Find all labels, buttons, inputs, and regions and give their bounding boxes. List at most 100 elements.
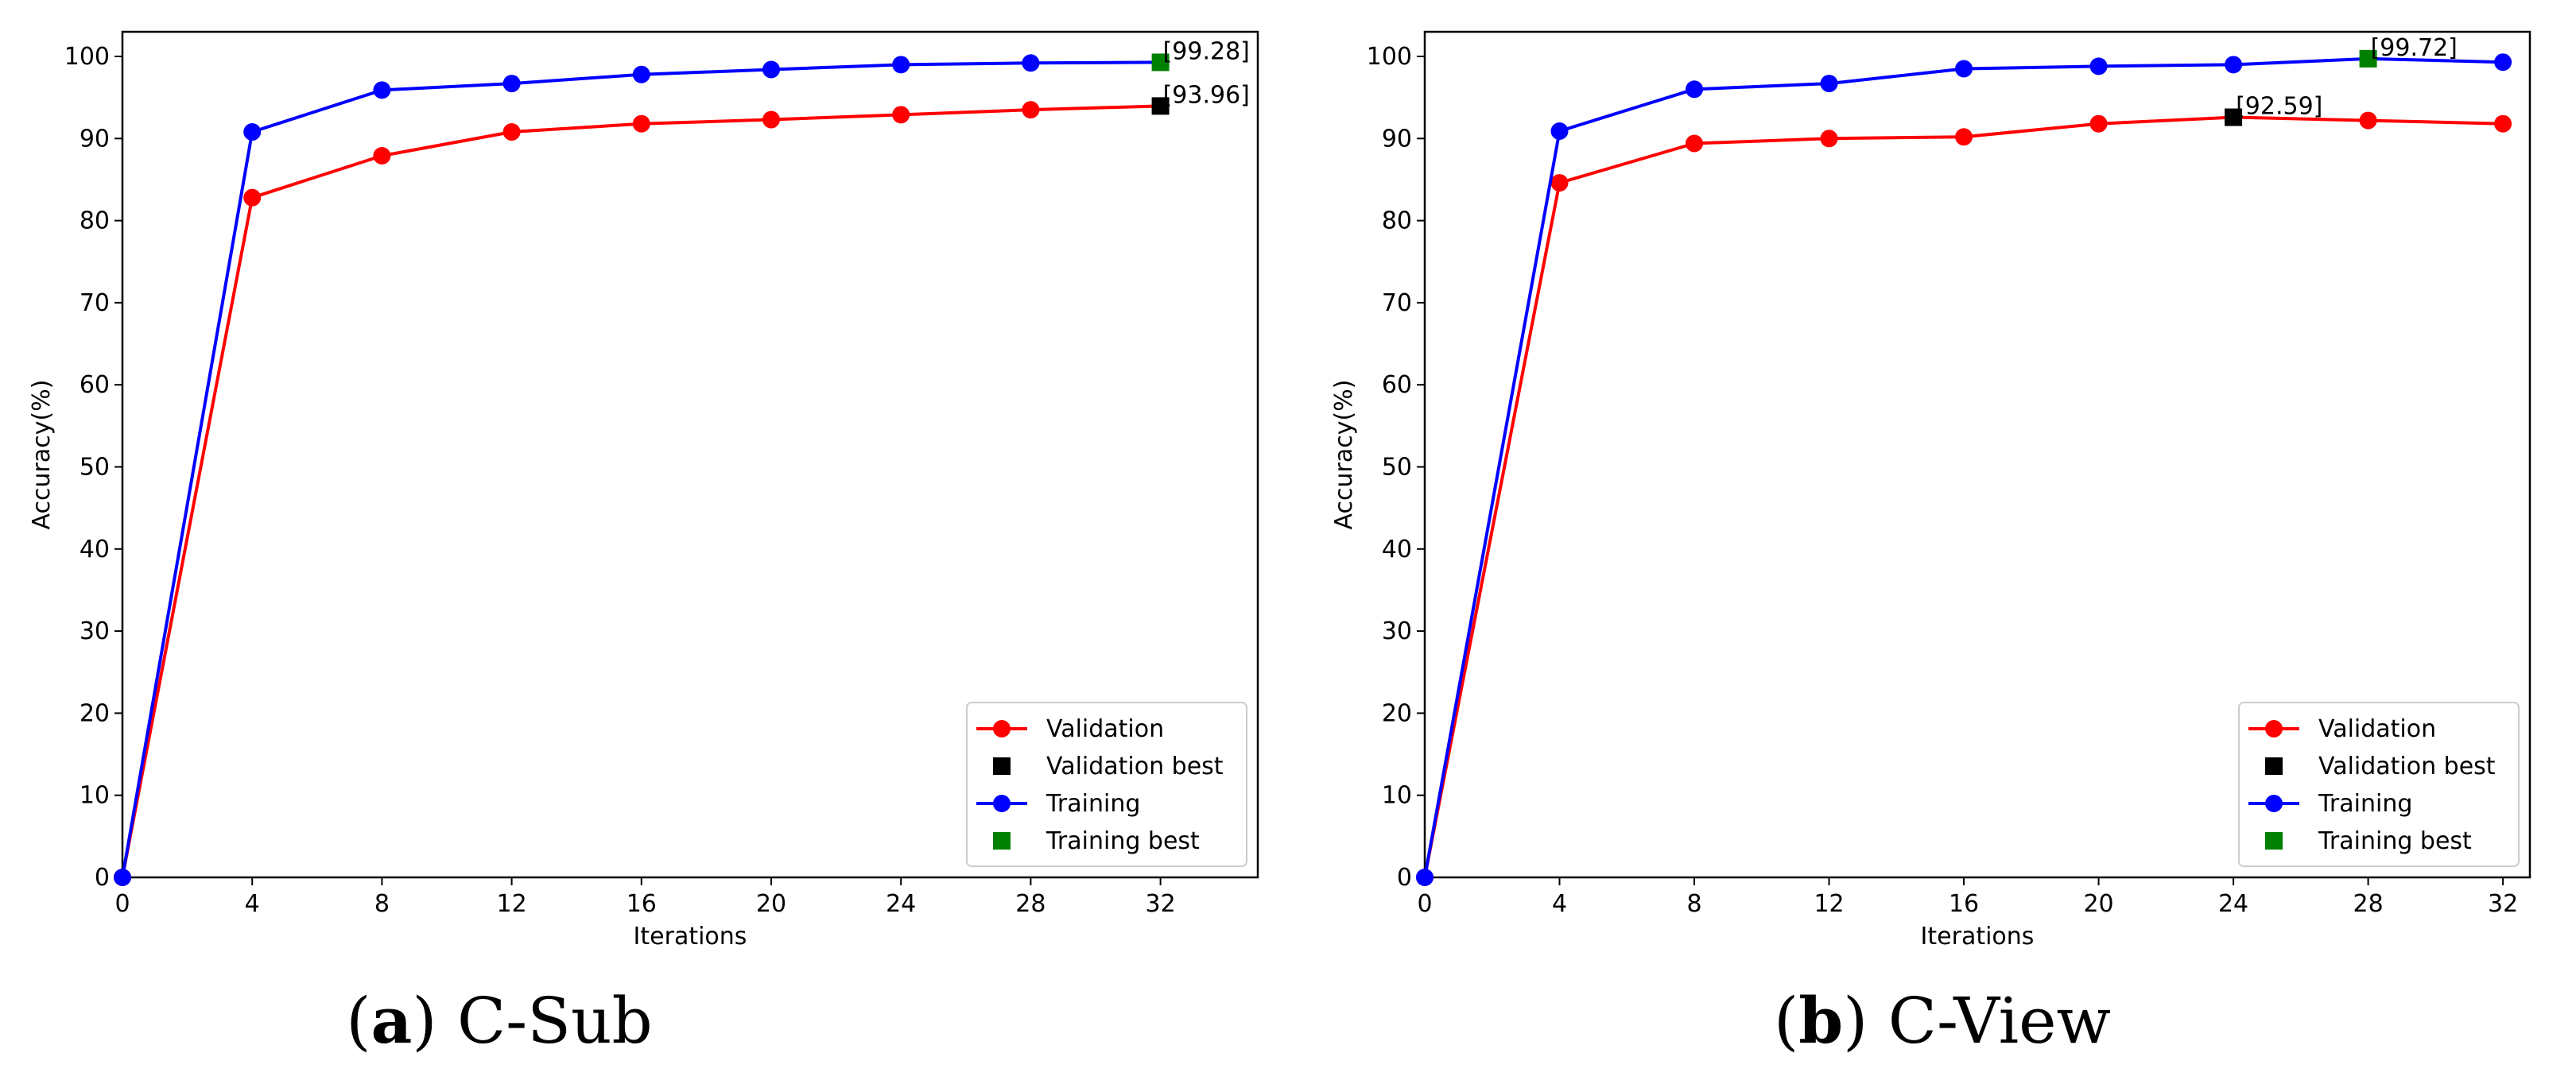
data-point bbox=[1820, 130, 1838, 148]
x-tick-label: 28 bbox=[2353, 890, 2383, 918]
y-tick-label: 50 bbox=[80, 453, 110, 481]
plot-frame bbox=[1423, 30, 2531, 879]
x-tick-label: 8 bbox=[1686, 890, 1701, 918]
data-point bbox=[1022, 54, 1040, 72]
best-point-marker bbox=[2225, 108, 2243, 126]
data-point bbox=[1022, 101, 1040, 119]
data-point bbox=[1955, 128, 1973, 146]
legend-swatch-square bbox=[993, 757, 1011, 775]
y-tick-label: 70 bbox=[80, 289, 110, 317]
caption-b-letter: b bbox=[1798, 983, 1843, 1058]
x-tick-label: 4 bbox=[245, 890, 260, 918]
data-point bbox=[1416, 869, 1433, 886]
y-tick-label: 30 bbox=[1382, 617, 1412, 645]
legend: Validation Validation best Training Trainin… bbox=[966, 702, 1247, 867]
best-point-label: [99.28] bbox=[1163, 37, 1250, 65]
panel-a: 0 10 20 30 40 50 60 70 80 90 100 0 4 8 12 16 20 24 28 32 Ite… bbox=[28, 30, 1259, 950]
caption-b: (b) C-View bbox=[1774, 983, 2111, 1058]
data-point bbox=[2494, 53, 2512, 72]
x-tick-label: 32 bbox=[1146, 890, 1176, 918]
x-tick-label: 12 bbox=[1814, 890, 1844, 918]
caption-a-letter: a bbox=[370, 983, 412, 1058]
x-tick-label: 4 bbox=[1552, 890, 1567, 918]
legend-swatch-dot bbox=[2265, 720, 2283, 738]
x-tick-label: 16 bbox=[627, 890, 657, 918]
data-point bbox=[502, 123, 521, 141]
data-point bbox=[1955, 60, 1973, 78]
legend-label: Validation best bbox=[2318, 753, 2496, 780]
data-point bbox=[243, 123, 262, 141]
x-tick-label: 0 bbox=[1417, 890, 1432, 918]
legend-label: Validation best bbox=[1046, 753, 1224, 780]
y-tick-label: 100 bbox=[1367, 43, 1412, 71]
y-tick-label: 20 bbox=[80, 699, 110, 727]
data-point bbox=[892, 106, 910, 124]
best-point-marker bbox=[1151, 97, 1170, 115]
x-tick-label: 32 bbox=[2488, 890, 2518, 918]
caption-a: (a) C-Sub bbox=[346, 983, 652, 1058]
x-tick-label: 20 bbox=[756, 890, 786, 918]
x-tick-label: 16 bbox=[1949, 890, 1979, 918]
y-tick-label: 90 bbox=[80, 125, 110, 153]
series-training bbox=[114, 53, 1170, 886]
legend-label: Validation bbox=[2318, 715, 2436, 743]
x-axis-label: Iterations bbox=[1921, 923, 2035, 950]
x-tick-label: 24 bbox=[2218, 890, 2248, 918]
y-tick-label: 60 bbox=[80, 371, 110, 399]
data-point bbox=[1820, 75, 1838, 93]
y-tick-label: 0 bbox=[1397, 864, 1412, 892]
y-axis-label: Accuracy(%) bbox=[1330, 380, 1358, 530]
y-tick-label: 80 bbox=[80, 207, 110, 235]
y-tick-label: 10 bbox=[80, 782, 110, 810]
data-point bbox=[2225, 56, 2243, 74]
caption-a-text: C-Sub bbox=[457, 984, 653, 1058]
legend-label: Training best bbox=[2318, 827, 2472, 855]
data-point bbox=[1550, 174, 1569, 192]
caption-b-text: C-View bbox=[1888, 984, 2111, 1058]
y-tick-label: 60 bbox=[1382, 371, 1412, 399]
legend-label: Training bbox=[1046, 790, 1140, 818]
data-point bbox=[632, 65, 650, 83]
legend: Validation Validation best Training Trainin… bbox=[2238, 702, 2520, 867]
x-tick-label: 24 bbox=[886, 890, 916, 918]
best-point-marker bbox=[1151, 53, 1170, 72]
legend-box bbox=[966, 702, 1247, 867]
y-tick-label: 30 bbox=[80, 617, 110, 645]
y-tick-label: 10 bbox=[1382, 782, 1412, 810]
data-point bbox=[762, 60, 780, 79]
x-tick-label: 0 bbox=[114, 890, 130, 918]
data-point bbox=[892, 56, 910, 74]
x-axis-label: Iterations bbox=[634, 923, 747, 950]
data-point bbox=[243, 188, 262, 207]
legend-swatch-square bbox=[2265, 757, 2283, 775]
y-tick-label: 40 bbox=[80, 536, 110, 563]
y-tick-label: 40 bbox=[1382, 536, 1412, 563]
legend-label: Validation bbox=[1046, 715, 1164, 743]
y-tick-label: 100 bbox=[64, 43, 110, 71]
data-point bbox=[502, 75, 521, 93]
panel-b: 0 10 20 30 40 50 60 70 80 90 100 0 4 8 12 16 20 24 28 32 Ite… bbox=[1330, 30, 2531, 950]
best-point-label: [93.96] bbox=[1163, 81, 1250, 109]
legend-box bbox=[2238, 702, 2520, 867]
x-tick-label: 20 bbox=[2083, 890, 2113, 918]
best-point-label: [99.72] bbox=[2371, 34, 2458, 62]
legend-swatch-square bbox=[993, 832, 1011, 850]
data-point bbox=[2089, 114, 2108, 133]
x-tick-label: 12 bbox=[497, 890, 527, 918]
data-point bbox=[2089, 57, 2108, 75]
y-axis-label: Accuracy(%) bbox=[28, 380, 56, 530]
data-point bbox=[373, 146, 391, 165]
legend-label: Training best bbox=[1046, 827, 1200, 855]
y-tick-label: 90 bbox=[1382, 125, 1412, 153]
y-tick-label: 50 bbox=[1382, 453, 1412, 481]
data-point bbox=[762, 110, 780, 129]
legend-swatch-dot bbox=[2265, 795, 2283, 812]
x-tick-label: 28 bbox=[1015, 890, 1046, 918]
best-point-marker bbox=[2359, 49, 2377, 68]
y-tick-label: 0 bbox=[95, 864, 110, 892]
best-point-label: [92.59] bbox=[2236, 93, 2322, 121]
data-point bbox=[1686, 80, 1704, 99]
data-point bbox=[1686, 134, 1704, 153]
data-point bbox=[632, 114, 650, 133]
